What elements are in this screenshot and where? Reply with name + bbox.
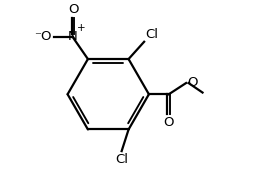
Text: O: O	[187, 76, 197, 89]
Text: Cl: Cl	[145, 28, 158, 41]
Text: +: +	[77, 23, 85, 33]
Text: N: N	[68, 30, 78, 43]
Text: O: O	[164, 116, 174, 129]
Text: Cl: Cl	[115, 153, 128, 166]
Text: O: O	[68, 3, 78, 16]
Text: ⁻O: ⁻O	[34, 30, 52, 43]
